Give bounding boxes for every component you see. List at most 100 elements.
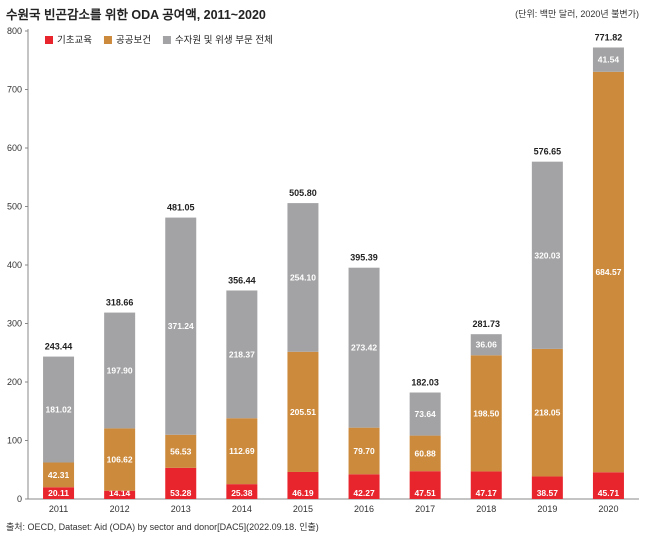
bar-total-label: 576.65 [534,147,562,157]
segment-value-label: 371.24 [168,321,194,331]
y-tick-label: 400 [7,260,22,270]
legend-swatch [45,36,53,44]
segment-value-label: 273.42 [351,343,377,353]
y-tick-label: 0 [17,494,22,504]
bar-segment [470,471,502,499]
x-tick-label: 2013 [171,504,191,514]
bar-segment [165,467,197,499]
bar-segment [409,392,441,436]
chart-title: 수원국 빈곤감소를 위한 ODA 공여액, 2011~2020 [6,8,266,22]
y-tick-label: 500 [7,202,22,212]
segment-value-label: 181.02 [46,405,72,415]
bar-segment [165,434,197,468]
bar-segment [592,47,624,72]
legend-swatch [162,36,171,44]
bar-segment [226,484,258,499]
segment-value-label: 205.51 [290,407,316,417]
bar-segment [348,267,380,428]
bar-segment [409,435,441,472]
segment-value-label: 20.11 [48,488,69,498]
legend-label: 수자원 및 위생 부문 전체 [175,34,273,46]
x-tick-label: 2020 [598,504,618,514]
segment-value-label: 218.05 [534,408,560,418]
unit-note: (단위: 백만 달러, 2020년 불변가) [515,9,639,19]
bar-segment [470,334,502,356]
y-tick-label: 200 [7,377,22,387]
legend-label: 기초교육 [57,35,92,46]
bar-segment [104,428,136,491]
segment-value-label: 60.88 [415,448,437,458]
bar-segment [43,462,75,488]
bar-segment [226,290,258,419]
x-tick-label: 2015 [293,504,313,514]
chart-bars: 20.11 42.31 181.02 243.44 2011 14.14 106.62 197… [43,32,624,514]
bar-segment [165,217,197,435]
segment-value-label: 684.57 [595,267,621,277]
x-tick-label: 2017 [415,504,435,514]
bar-total-label: 243.44 [45,342,73,352]
y-tick-label: 100 [7,436,22,446]
segment-value-label: 198.50 [473,408,499,418]
bar-segment [287,351,319,472]
segment-value-label: 56.53 [170,446,192,456]
y-tick-label: 700 [7,85,22,95]
y-tick-label: 300 [7,319,22,329]
bar-segment [531,348,563,477]
bar-total-label: 771.82 [595,32,623,42]
bar-segment [470,355,502,472]
bar-total-label: 182.03 [411,378,439,388]
x-tick-label: 2018 [476,504,496,514]
bar-total-label: 356.44 [228,275,256,285]
segment-value-label: 197.90 [107,365,133,375]
segment-value-label: 47.17 [476,488,498,498]
x-tick-label: 2011 [49,504,68,514]
segment-value-label: 36.06 [476,340,498,350]
bar-segment [226,418,258,485]
bar-segment [409,471,441,499]
x-tick-label: 2014 [232,504,252,514]
bar-segment [104,490,136,499]
source-note: 출처: OECD, Dataset: Aid (ODA) by sector a… [6,522,319,532]
y-tick-label: 800 [7,26,22,36]
segment-value-label: 106.62 [107,455,133,465]
segment-value-label: 79.70 [353,446,375,456]
segment-value-label: 42.31 [48,470,70,480]
segment-value-label: 53.28 [170,488,192,498]
segment-value-label: 45.71 [598,488,620,498]
segment-value-label: 73.64 [415,409,437,419]
bar-segment [104,312,136,429]
bar-segment [43,356,75,463]
segment-value-label: 42.27 [353,488,375,498]
segment-value-label: 46.19 [292,488,314,498]
bar-segment [592,71,624,473]
bar-segment [531,476,563,499]
bar-segment [287,203,319,352]
legend-swatch [103,36,112,44]
bar-total-label: 395.39 [350,253,378,263]
bar-segment [348,427,380,475]
legend-label: 공공보건 [116,35,151,46]
bar-total-label: 318.66 [106,298,134,308]
segment-value-label: 47.51 [415,488,437,498]
x-tick-label: 2019 [537,504,557,514]
bar-segment [348,474,380,499]
segment-value-label: 14.14 [109,488,131,498]
chart-legend: 기초교육 공공보건 수자원 및 위생 부문 전체 [45,34,273,46]
segment-value-label: 320.03 [534,250,560,260]
bar-segment [43,487,75,499]
segment-value-label: 218.37 [229,349,255,359]
segment-value-label: 254.10 [290,272,316,282]
bar-total-label: 505.80 [289,188,317,198]
bar-segment [287,471,319,499]
x-tick-label: 2016 [354,504,374,514]
y-tick-label: 600 [7,143,22,153]
bar-segment [592,472,624,499]
bar-total-label: 481.05 [167,203,195,213]
bar-total-label: 281.73 [472,319,500,329]
segment-value-label: 25.38 [231,488,253,498]
segment-value-label: 41.54 [598,55,620,65]
segment-value-label: 112.69 [229,446,255,456]
segment-value-label: 38.57 [537,488,559,498]
x-tick-label: 2012 [110,504,130,514]
